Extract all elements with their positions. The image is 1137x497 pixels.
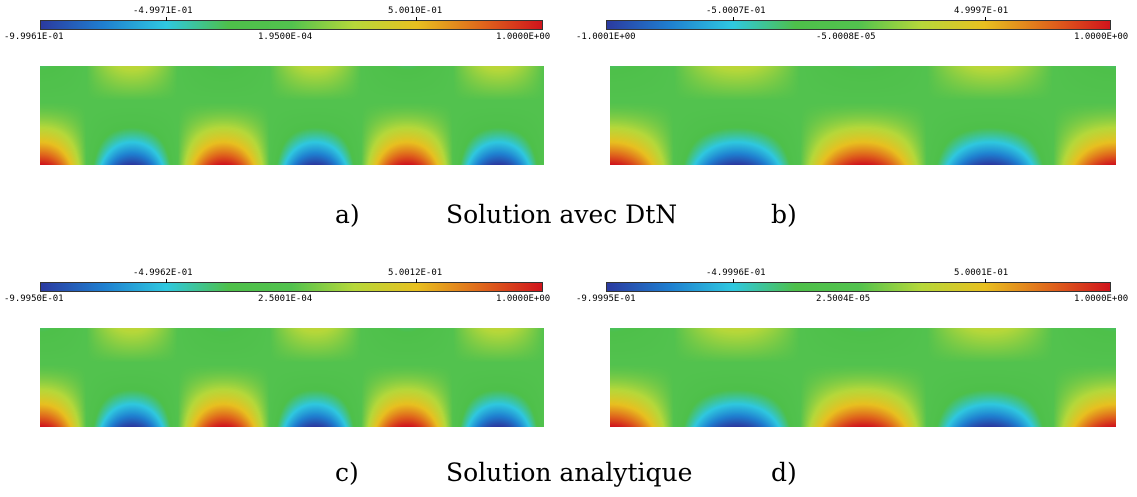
panel-b: -5.0007E-01 4.9997E-01 -1.0001E+00 -5.00… xyxy=(576,0,1137,170)
colorbar-bottom-label: 1.0000E+00 xyxy=(1074,32,1129,42)
colorbar-bottom-label: 2.5004E-05 xyxy=(816,294,871,304)
colorbar-tick xyxy=(733,17,734,21)
caption-title-2: Solution analytique xyxy=(446,458,693,487)
colorbar-top-label: -4.9971E-01 xyxy=(133,6,193,16)
colorbar-bottom-label: -9.9950E-01 xyxy=(4,294,64,304)
colorbar-top-label: 5.0012E-01 xyxy=(388,268,443,278)
panel-c: -4.9962E-01 5.0012E-01 -9.9950E-01 2.500… xyxy=(0,262,560,432)
caption-a: a) xyxy=(335,200,360,229)
colorbar-top-label: 4.9997E-01 xyxy=(954,6,1009,16)
colorbar-tick xyxy=(985,17,986,21)
field-plot xyxy=(610,66,1116,165)
colorbar-tick xyxy=(733,279,734,283)
colorbar xyxy=(606,20,1111,30)
field-plot xyxy=(40,66,544,165)
colorbar-tick xyxy=(416,279,417,283)
colorbar-bottom-label: 1.0000E+00 xyxy=(1074,294,1129,304)
colorbar-bottom-label: 1.0000E+00 xyxy=(496,294,551,304)
panel-a: -4.9971E-01 5.0010E-01 -9.9961E-01 1.950… xyxy=(0,0,560,170)
colorbar xyxy=(606,282,1111,292)
colorbar-bottom-label: -9.9995E-01 xyxy=(576,294,636,304)
colorbar-tick xyxy=(166,279,167,283)
caption-c: c) xyxy=(335,458,359,487)
caption-d: d) xyxy=(771,458,797,487)
colorbar-bottom-label: -1.0001E+00 xyxy=(576,32,636,42)
colorbar-bottom-label: -5.0008E-05 xyxy=(816,32,876,42)
colorbar-tick xyxy=(166,17,167,21)
colorbar-top-label: -5.0007E-01 xyxy=(706,6,766,16)
colorbar-tick xyxy=(985,279,986,283)
panel-d: -4.9996E-01 5.0001E-01 -9.9995E-01 2.500… xyxy=(576,262,1137,432)
caption-b: b) xyxy=(771,200,797,229)
colorbar xyxy=(40,282,543,292)
colorbar xyxy=(40,20,543,30)
colorbar-tick xyxy=(416,17,417,21)
colorbar-top-label: -4.9996E-01 xyxy=(706,268,766,278)
colorbar-bottom-label: 1.9500E-04 xyxy=(258,32,313,42)
colorbar-top-label: 5.0010E-01 xyxy=(388,6,443,16)
colorbar-top-label: 5.0001E-01 xyxy=(954,268,1009,278)
colorbar-bottom-label: 2.5001E-04 xyxy=(258,294,313,304)
colorbar-bottom-label: 1.0000E+00 xyxy=(496,32,551,42)
colorbar-bottom-label: -9.9961E-01 xyxy=(4,32,64,42)
field-plot xyxy=(610,328,1116,427)
field-plot xyxy=(40,328,544,427)
colorbar-top-label: -4.9962E-01 xyxy=(133,268,193,278)
caption-title-1: Solution avec DtN xyxy=(446,200,678,229)
